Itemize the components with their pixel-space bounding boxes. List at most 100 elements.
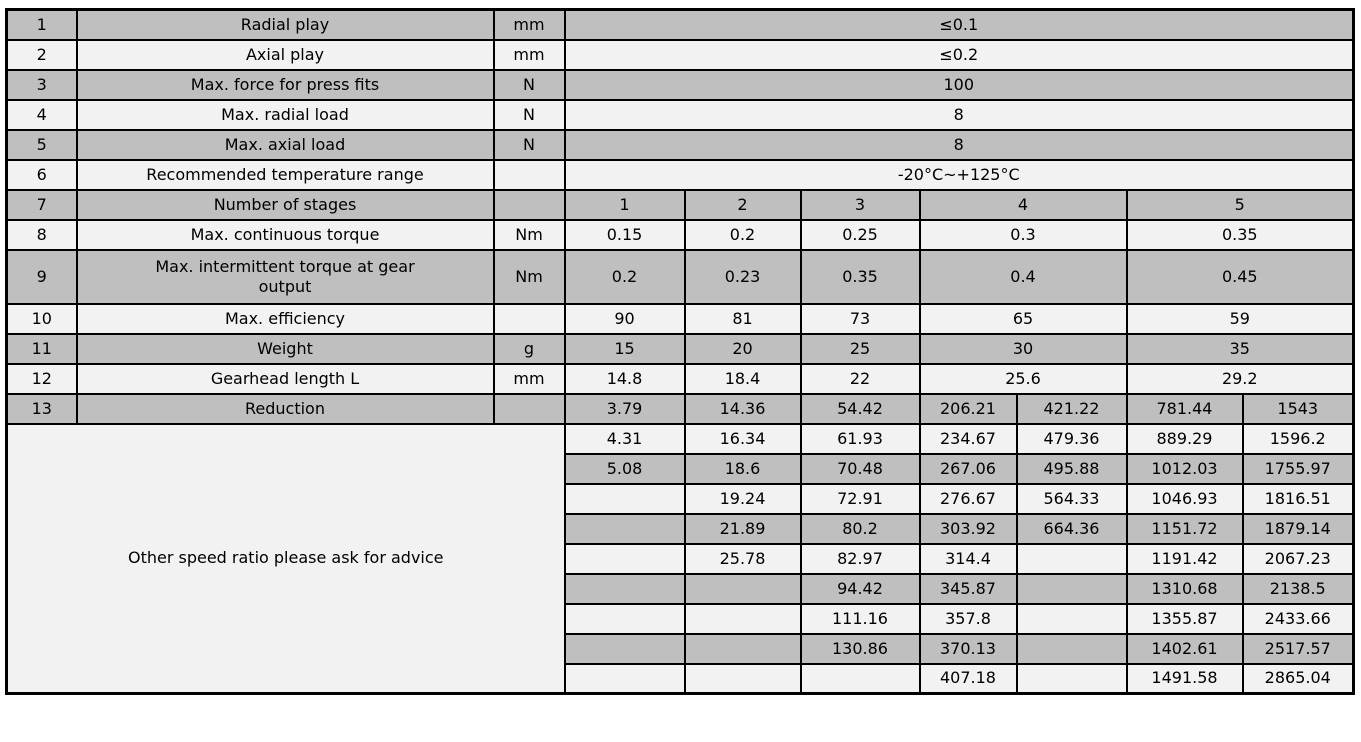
- row-label-cell: Recommended temperature range: [75, 158, 495, 191]
- reduction-value-cell: 18.6: [683, 452, 802, 485]
- reduction-value-cell: 82.97: [799, 542, 921, 575]
- value-cell: 206.21: [918, 392, 1018, 425]
- value-cell: 1: [563, 188, 686, 221]
- row-unit-cell: mm: [492, 8, 566, 41]
- row-unit-cell: g: [492, 332, 566, 365]
- value-cell: 35: [1125, 332, 1355, 365]
- value-cell: 0.2: [683, 218, 802, 251]
- row-label: Recommended temperature range: [146, 164, 424, 184]
- reduction-value-cell: 1402.61: [1125, 632, 1244, 665]
- value-cell: 73: [799, 302, 921, 335]
- row-label-cell: Gearhead length L: [75, 362, 495, 395]
- value-cell: 25: [799, 332, 921, 365]
- reduction-value-cell: 234.67: [918, 422, 1018, 455]
- table-row: 8 Max. continuous torque Nm 0.15 0.2 0.25 0.3 0…: [5, 218, 1355, 251]
- value-cell: 14.8: [563, 362, 686, 395]
- table-row: 9 Max. intermittent torque at gear output…: [5, 248, 1355, 305]
- value-cell: 2: [683, 188, 802, 221]
- value-cell: 59: [1125, 302, 1355, 335]
- reduction-value-cell: 2517.57: [1241, 632, 1355, 665]
- reduction-value-cell: 4.31: [563, 422, 686, 455]
- reduction-value-cell: [563, 542, 686, 575]
- reduction-row: 19.24 72.91 276.67 564.33 1046.93 1816.51: [7, 482, 1355, 515]
- value-cell: 81: [683, 302, 802, 335]
- value-cell: 0.45: [1125, 248, 1355, 305]
- value-cell: 30: [918, 332, 1128, 365]
- reduction-value-cell: 1151.72: [1125, 512, 1244, 545]
- reduction-value-cell: 495.88: [1015, 452, 1128, 485]
- value-cell: 5: [1125, 188, 1355, 221]
- row-label: Number of stages: [213, 194, 357, 214]
- reduction-row: 130.86 370.13 1402.61 2517.57: [7, 632, 1355, 665]
- row-index-cell: 6: [5, 158, 78, 191]
- row-index-cell: 4: [5, 98, 78, 131]
- reduction-value-cell: 1491.58: [1125, 662, 1244, 695]
- table-row: 13 Reduction 3.79 14.36 54.42 206.21 421.22 781…: [5, 392, 1355, 425]
- value-cell: 25.6: [918, 362, 1128, 395]
- reduction-value-cell: 1012.03: [1125, 452, 1244, 485]
- reduction-value-cell: [563, 572, 686, 605]
- value-cell: 4: [918, 188, 1128, 221]
- table-row: 12 Gearhead length L mm 14.8 18.4 22 25.6 29.2: [5, 362, 1355, 395]
- value-cell: 65: [918, 302, 1128, 335]
- reduction-value-cell: 16.34: [683, 422, 802, 455]
- reduction-value-cell: [563, 662, 686, 695]
- row-index-cell: 11: [5, 332, 78, 365]
- reduction-value-cell: 1310.68: [1125, 572, 1244, 605]
- reduction-row: 407.18 1491.58 2865.04: [7, 662, 1355, 695]
- row-index-cell: 3: [5, 68, 78, 101]
- row-label: Max. efficiency: [224, 308, 346, 328]
- value-cell: 54.42: [799, 392, 921, 425]
- row-index-cell: 8: [5, 218, 78, 251]
- row-unit-cell: N: [492, 128, 566, 161]
- reduction-row: 94.42 345.87 1310.68 2138.5: [7, 572, 1355, 605]
- reduction-value-cell: 407.18: [918, 662, 1018, 695]
- reduction-value-cell: 21.89: [683, 512, 802, 545]
- reduction-value-cell: [563, 632, 686, 665]
- reduction-value-cell: [1015, 662, 1128, 695]
- reduction-value-cell: 564.33: [1015, 482, 1128, 515]
- row-label: Max. intermittent torque at gear output: [155, 256, 415, 296]
- reduction-value-cell: [683, 632, 802, 665]
- reduction-value-cell: [1015, 632, 1128, 665]
- reduction-row: 5.08 18.6 70.48 267.06 495.88 1012.03 1755.97: [7, 452, 1355, 485]
- row-label: Max. radial load: [221, 104, 349, 124]
- reduction-value-cell: 72.91: [799, 482, 921, 515]
- value-cell: 15: [563, 332, 686, 365]
- row-label-cell: Max. force for press fits: [75, 68, 495, 101]
- other-ratio-note: Other speed ratio please ask for advice: [5, 422, 566, 695]
- table-row: 4 Max. radial load N 8: [5, 98, 1355, 131]
- row-label-cell: Weight: [75, 332, 495, 365]
- table-row: 3 Max. force for press fits N 100: [5, 68, 1355, 101]
- row-unit-cell: [492, 392, 566, 425]
- reduction-value-cell: [1015, 602, 1128, 635]
- reduction-value-cell: 1596.2: [1241, 422, 1355, 455]
- reduction-value-cell: 357.8: [918, 602, 1018, 635]
- row-index-cell: 10: [5, 302, 78, 335]
- reduction-value-cell: 61.93: [799, 422, 921, 455]
- reduction-value-cell: 267.06: [918, 452, 1018, 485]
- row-index-cell: 12: [5, 362, 78, 395]
- value-cell: 781.44: [1125, 392, 1244, 425]
- row-label: Reduction: [245, 398, 325, 418]
- row-index-cell: 2: [5, 38, 78, 71]
- table-row: 5 Max. axial load N 8: [5, 128, 1355, 161]
- value-cell: 0.35: [1125, 218, 1355, 251]
- value-cell: 421.22: [1015, 392, 1128, 425]
- reduction-value-cell: [563, 512, 686, 545]
- row-label: Radial play: [240, 14, 330, 34]
- reduction-value-cell: 130.86: [799, 632, 921, 665]
- value-cell: 0.35: [799, 248, 921, 305]
- reduction-value-cell: [683, 572, 802, 605]
- row-index-cell: 9: [5, 248, 78, 305]
- reduction-value-cell: 2067.23: [1241, 542, 1355, 575]
- row-label-cell: Max. efficiency: [75, 302, 495, 335]
- value-cell: 0.4: [918, 248, 1128, 305]
- reduction-value-cell: [1015, 542, 1128, 575]
- reduction-row: 21.89 80.2 303.92 664.36 1151.72 1879.14: [7, 512, 1355, 545]
- value-cell: 90: [563, 302, 686, 335]
- value-cell: 0.3: [918, 218, 1128, 251]
- value-cell: 22: [799, 362, 921, 395]
- reduction-value-cell: 1046.93: [1125, 482, 1244, 515]
- reduction-value-cell: 479.36: [1015, 422, 1128, 455]
